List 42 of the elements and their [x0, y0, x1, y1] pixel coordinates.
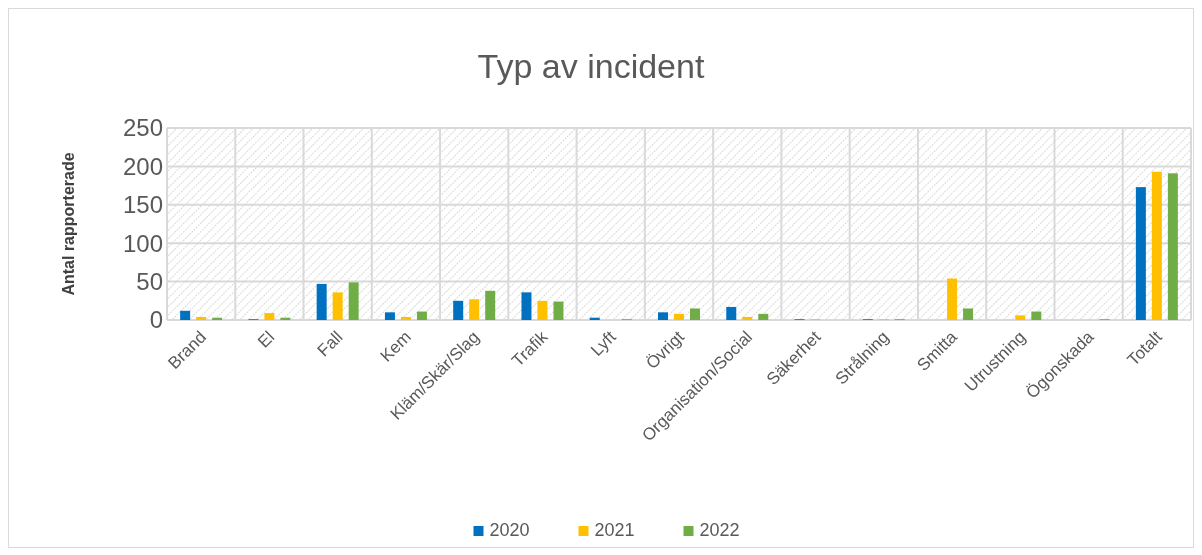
bar: [416, 311, 427, 320]
x-tick-label: El: [254, 327, 279, 352]
bar: [1151, 171, 1162, 320]
y-tick-label: 200: [122, 152, 163, 180]
x-tick-label: Fall: [313, 327, 347, 361]
bar: [453, 300, 464, 320]
bar: [348, 282, 359, 320]
bar: [1015, 315, 1026, 320]
y-tick-label: 250: [122, 114, 163, 142]
bar: [726, 306, 737, 320]
bar: [1031, 311, 1042, 320]
bar: [947, 278, 958, 320]
bar: [674, 313, 684, 320]
y-tick-label: 150: [122, 191, 163, 219]
y-axis-title: Antal rapporterade: [60, 152, 77, 296]
bar: [469, 299, 480, 320]
bar: [758, 313, 769, 320]
bar: [1135, 187, 1146, 320]
bar: [537, 300, 548, 320]
bar: [521, 292, 532, 320]
bar: [332, 292, 343, 320]
legend-label: 2020: [489, 520, 530, 540]
legend-label: 2021: [594, 520, 635, 540]
legend-label: 2022: [699, 520, 740, 540]
y-tick-label: 50: [136, 268, 163, 295]
chart-title: Typ av incident: [477, 47, 705, 85]
bar: [553, 301, 564, 320]
x-tick-label: Lyft: [587, 327, 620, 360]
y-tick-label: 0: [149, 306, 163, 334]
bar: [963, 308, 974, 320]
bar: [180, 310, 191, 320]
bar: [1167, 173, 1178, 320]
y-tick-label: 100: [122, 229, 163, 257]
bar: [658, 312, 668, 320]
bar: [690, 308, 700, 320]
bar: [316, 283, 327, 320]
bar: [742, 316, 753, 320]
bar: [196, 316, 207, 320]
bar: [400, 316, 411, 320]
bar: [384, 312, 395, 320]
bar: [264, 313, 275, 320]
bar: [485, 290, 496, 320]
